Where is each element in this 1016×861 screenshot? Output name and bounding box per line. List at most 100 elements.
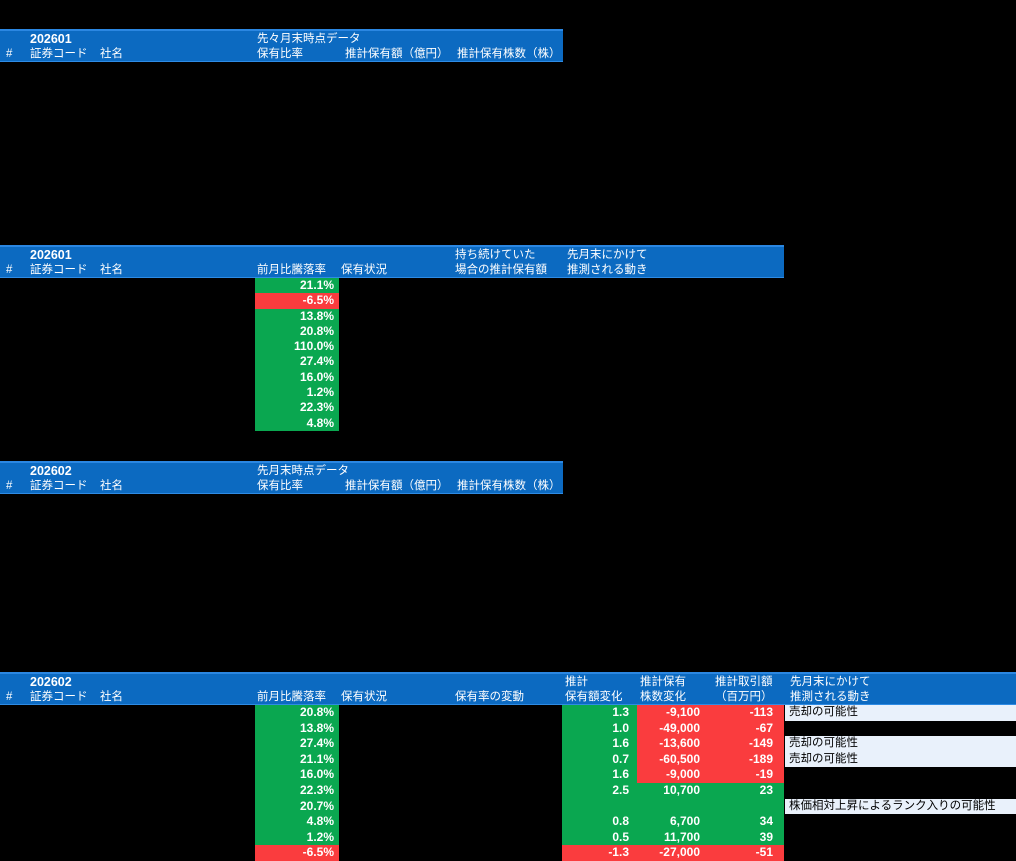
col-header-company: 社名 xyxy=(100,691,123,703)
col-header-est-shares-line1: 推計保有 xyxy=(640,676,686,688)
col-header-if-held-line1: 持ち続けていた xyxy=(455,249,536,261)
pct-change-cell[interactable]: 27.4% xyxy=(255,736,339,752)
col-header-est-shares: 推計保有株数（株） xyxy=(457,48,561,60)
holding-amount-change-cell[interactable]: 2.5 xyxy=(562,782,637,799)
col-header-movement-line2: 推測される動き xyxy=(567,264,648,276)
table-row: 13.8% 1.0 -49,000 -67 xyxy=(0,720,1016,737)
table-row: 27.4% xyxy=(0,354,1016,370)
table-row: 13.8% xyxy=(0,308,1016,324)
movement-note-cell[interactable] xyxy=(785,830,1016,846)
share-count-change-cell[interactable] xyxy=(637,798,711,815)
share-count-change-cell[interactable]: -27,000 xyxy=(637,845,711,861)
movement-note-cell[interactable]: 売却の可能性 xyxy=(785,751,1016,768)
movement-note-cell[interactable] xyxy=(785,783,1016,799)
trade-amount-cell[interactable]: -113 xyxy=(711,705,784,721)
data-note-label: 先月末時点データ xyxy=(257,465,349,477)
col-header-est-amount: 推計保有額（億円） xyxy=(345,48,449,60)
pct-change-cell[interactable]: 21.1% xyxy=(255,751,339,768)
col-header-est-shares-line2: 株数変化 xyxy=(640,691,686,703)
pct-change-cell[interactable]: 22.3% xyxy=(255,400,339,416)
pct-change-cell[interactable]: 1.2% xyxy=(255,829,339,846)
col-header-holding-status: 保有状況 xyxy=(341,691,387,703)
table-row: 20.7% 株価相対上昇によるランク入りの可能性 xyxy=(0,798,1016,815)
table-row: 21.1% 0.7 -60,500 -189 売却の可能性 xyxy=(0,751,1016,768)
pct-change-cell[interactable]: 16.0% xyxy=(255,767,339,783)
header-band-202601-prev2: 202601 先々月末時点データ # 証券コード 社名 保有比率 推計保有額（億… xyxy=(0,29,563,62)
share-count-change-cell[interactable]: -49,000 xyxy=(637,720,711,737)
col-header-index: # xyxy=(6,264,13,276)
pct-change-cell[interactable]: 110.0% xyxy=(255,339,339,355)
share-count-change-cell[interactable]: -9,100 xyxy=(637,705,711,721)
movement-note-cell[interactable]: 売却の可能性 xyxy=(785,736,1016,752)
share-count-change-cell[interactable]: 6,700 xyxy=(637,814,711,830)
section-202602-change-rows: 20.8% 1.3 -9,100 -113 売却の可能性 13.8% 1.0 -… xyxy=(0,705,1016,861)
share-count-change-cell[interactable]: -13,600 xyxy=(637,736,711,752)
trade-amount-cell[interactable]: 34 xyxy=(711,814,784,830)
pct-change-cell[interactable]: 1.2% xyxy=(255,385,339,401)
share-count-change-cell[interactable]: -60,500 xyxy=(637,751,711,768)
trade-amount-cell[interactable]: -67 xyxy=(711,720,784,737)
col-header-index: # xyxy=(6,691,13,703)
holding-amount-change-cell[interactable]: 1.6 xyxy=(562,767,637,783)
holding-amount-change-cell[interactable]: 0.5 xyxy=(562,829,637,846)
header-band-202601-change: 202601 持ち続けていた 先月末にかけて # 証券コード 社名 前月比騰落率… xyxy=(0,245,784,278)
pct-change-cell[interactable]: 20.8% xyxy=(255,323,339,340)
period-label: 202602 xyxy=(30,464,72,478)
holding-amount-change-cell[interactable]: 1.0 xyxy=(562,720,637,737)
holding-amount-change-cell[interactable]: 0.7 xyxy=(562,751,637,768)
col-header-movement-line2: 推測される動き xyxy=(790,691,871,703)
col-header-movement-line1: 先月末にかけて xyxy=(790,676,871,688)
holding-amount-change-cell[interactable] xyxy=(562,798,637,815)
table-row: 20.8% xyxy=(0,323,1016,340)
pct-change-cell[interactable]: 4.8% xyxy=(255,415,339,431)
movement-note-cell[interactable] xyxy=(785,767,1016,783)
pct-change-cell[interactable]: 16.0% xyxy=(255,369,339,386)
trade-amount-cell[interactable] xyxy=(711,798,784,815)
holding-amount-change-cell[interactable]: 1.3 xyxy=(562,705,637,721)
pct-change-cell[interactable]: -6.5% xyxy=(255,845,339,861)
pct-change-cell[interactable]: 20.8% xyxy=(255,705,339,721)
pct-change-cell[interactable]: -6.5% xyxy=(255,293,339,309)
holding-amount-change-cell[interactable]: -1.3 xyxy=(562,845,637,861)
trade-amount-cell[interactable]: -149 xyxy=(711,736,784,752)
table-row: 27.4% 1.6 -13,600 -149 売却の可能性 xyxy=(0,736,1016,752)
col-header-trade-amount-line1: 推計取引額 xyxy=(715,676,773,688)
col-header-holding-ratio: 保有比率 xyxy=(257,480,303,492)
pct-change-cell[interactable]: 4.8% xyxy=(255,814,339,830)
pct-change-cell[interactable]: 13.8% xyxy=(255,720,339,737)
pct-change-cell[interactable]: 20.7% xyxy=(255,798,339,815)
movement-note-cell[interactable]: 売却の可能性 xyxy=(785,705,1016,721)
col-header-company: 社名 xyxy=(100,480,123,492)
movement-note-cell[interactable] xyxy=(785,721,1016,737)
table-row: 20.8% 1.3 -9,100 -113 売却の可能性 xyxy=(0,705,1016,721)
holding-amount-change-cell[interactable]: 1.6 xyxy=(562,736,637,752)
header-band-202602-prev1: 202602 先月末時点データ # 証券コード 社名 保有比率 推計保有額（億円… xyxy=(0,461,563,494)
movement-note-cell[interactable] xyxy=(785,845,1016,861)
pct-change-cell[interactable]: 27.4% xyxy=(255,354,339,370)
share-count-change-cell[interactable]: 11,700 xyxy=(637,829,711,846)
share-count-change-cell[interactable]: 10,700 xyxy=(637,782,711,799)
trade-amount-cell[interactable]: -51 xyxy=(711,845,784,861)
col-header-est-change-line2: 保有額変化 xyxy=(565,691,623,703)
col-header-pct-change: 前月比騰落率 xyxy=(257,691,326,703)
table-row: 16.0% 1.6 -9,000 -19 xyxy=(0,767,1016,783)
movement-note-cell[interactable] xyxy=(785,814,1016,830)
pct-change-cell[interactable]: 21.1% xyxy=(255,278,339,294)
col-header-holding-ratio: 保有比率 xyxy=(257,48,303,60)
share-count-change-cell[interactable]: -9,000 xyxy=(637,767,711,783)
table-row: 1.2% 0.5 11,700 39 xyxy=(0,829,1016,846)
col-header-pct-change: 前月比騰落率 xyxy=(257,264,326,276)
movement-note-cell[interactable]: 株価相対上昇によるランク入りの可能性 xyxy=(785,798,1016,815)
trade-amount-cell[interactable]: -19 xyxy=(711,767,784,783)
col-header-company: 社名 xyxy=(100,264,123,276)
trade-amount-cell[interactable]: -189 xyxy=(711,751,784,768)
pct-change-cell[interactable]: 22.3% xyxy=(255,782,339,799)
pct-change-cell[interactable]: 13.8% xyxy=(255,308,339,324)
trade-amount-cell[interactable]: 23 xyxy=(711,782,784,799)
trade-amount-cell[interactable]: 39 xyxy=(711,829,784,846)
period-label: 202601 xyxy=(30,248,72,262)
period-label: 202601 xyxy=(30,32,72,46)
col-header-holding-status: 保有状況 xyxy=(341,264,387,276)
holding-amount-change-cell[interactable]: 0.8 xyxy=(562,814,637,830)
